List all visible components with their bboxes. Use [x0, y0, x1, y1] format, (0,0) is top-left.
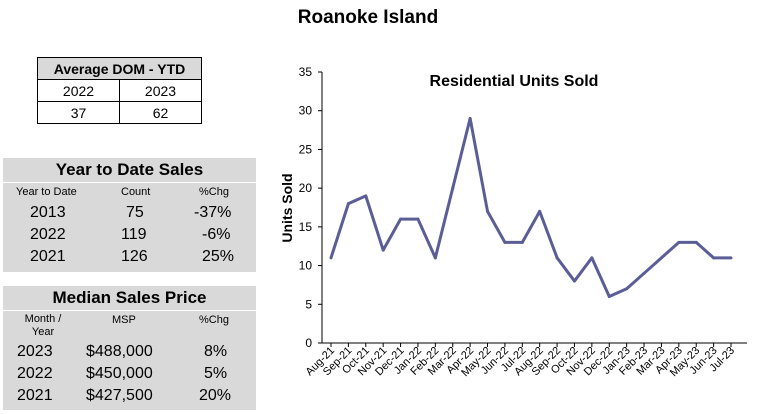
ytd-sales-panel: Year to Date Sales Year to Date Count %C…: [3, 158, 256, 272]
ytd-header-year: Year to Date: [16, 186, 77, 198]
msp-year: 2022: [17, 365, 53, 382]
chart-ticks: 05101520253035Aug-21Sep-21Oct-21Nov-21De…: [299, 65, 737, 379]
ytd-count: 126: [121, 248, 148, 265]
series-line: [329, 116, 731, 299]
series-points: [329, 116, 733, 299]
ytd-sales-header-row: Year to Date Count %Chg: [3, 183, 256, 202]
ytd-year: 2021: [30, 248, 66, 265]
ytd-count: 119: [121, 226, 147, 243]
data-point: [346, 202, 350, 206]
median-price-row: 2023 $488,000 8%: [3, 341, 256, 363]
y-tick-label: 25: [299, 142, 313, 156]
data-point: [364, 194, 368, 198]
data-point: [520, 240, 524, 244]
data-point: [694, 240, 698, 244]
median-price-row: 2022 $450,000 5%: [3, 363, 256, 385]
data-point: [416, 217, 420, 221]
data-point: [677, 240, 681, 244]
msp-year: 2021: [17, 387, 53, 404]
median-price-panel: Median Sales Price Month / Year MSP %Chg…: [3, 286, 256, 410]
ytd-year: 2013: [30, 204, 66, 221]
msp-value: $427,500: [86, 387, 153, 404]
msp-chg: 5%: [204, 365, 228, 382]
data-point: [538, 209, 542, 213]
data-point: [590, 256, 594, 260]
y-tick-label: 20: [299, 181, 313, 195]
msp-value: $450,000: [86, 365, 153, 382]
data-point: [729, 256, 733, 260]
data-point: [468, 116, 472, 120]
msp-chg: 8%: [204, 343, 228, 360]
data-point: [486, 209, 490, 213]
msp-header-year: Month / Year: [24, 313, 62, 338]
median-price-header-row: Month / Year MSP %Chg: [3, 311, 256, 341]
y-tick-label: 10: [299, 259, 313, 273]
ytd-header-chg: %Chg: [199, 186, 229, 198]
msp-header-msp: MSP: [112, 314, 136, 326]
msp-value: $488,000: [86, 343, 153, 360]
msp-chg: 20%: [199, 387, 232, 404]
data-point: [712, 256, 716, 260]
ytd-chg: -37%: [194, 204, 232, 221]
ytd-chg: 25%: [202, 248, 235, 265]
avg-dom-value: 37: [37, 101, 120, 124]
msp-year: 2023: [17, 343, 53, 360]
data-point: [329, 256, 333, 260]
avg-dom-value: 62: [119, 101, 202, 124]
ytd-count: 75: [126, 204, 144, 221]
ytd-sales-title: Year to Date Sales: [3, 158, 256, 183]
data-point: [381, 248, 385, 252]
y-axis-label: Units Sold: [279, 173, 295, 242]
y-tick-label: 35: [299, 65, 313, 79]
data-point: [642, 271, 646, 275]
data-point: [572, 279, 576, 283]
chart-axes: [321, 72, 747, 344]
data-point: [433, 256, 437, 260]
data-point: [503, 240, 507, 244]
ytd-year: 2022: [30, 226, 66, 243]
ytd-sales-row: 2022 119 -6%: [3, 224, 256, 246]
ytd-sales-row: 2013 75 -37%: [3, 202, 256, 224]
data-point: [451, 186, 455, 190]
y-tick-label: 5: [305, 297, 312, 311]
page-title: Roanoke Island: [297, 7, 439, 28]
avg-dom-title: Average DOM - YTD: [37, 57, 202, 80]
ytd-sales-row: 2021 126 25%: [3, 246, 256, 268]
data-point: [625, 287, 629, 291]
avg-dom-table: Average DOM - YTD 2022 2023 37 62: [37, 57, 202, 124]
ytd-header-count: Count: [121, 186, 151, 198]
msp-header-chg: %Chg: [199, 314, 229, 326]
ytd-chg: -6%: [202, 226, 231, 243]
data-point: [555, 256, 559, 260]
y-tick-label: 30: [299, 104, 313, 118]
median-price-row: 2021 $427,500 20%: [3, 385, 256, 407]
median-price-title: Median Sales Price: [3, 286, 256, 311]
chart-title: Residential Units Sold: [430, 73, 599, 90]
data-point: [607, 295, 611, 299]
y-tick-label: 0: [305, 336, 312, 350]
data-point: [659, 256, 663, 260]
data-point: [399, 217, 403, 221]
y-tick-label: 15: [299, 220, 313, 234]
